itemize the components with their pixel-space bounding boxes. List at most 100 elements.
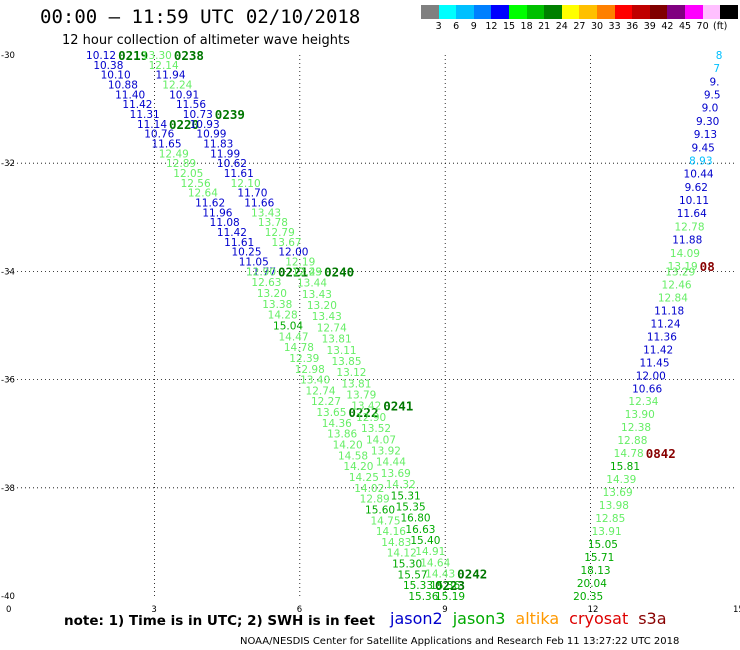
wave-height-value: 14.64 [420,557,450,569]
legend-swatch [508,5,527,19]
satellite-name: jason3 [452,609,506,628]
wave-height-value: 14.83 [381,537,411,549]
wave-height-value: 12.79 [265,227,295,239]
wave-height-value: 10.91 [169,89,199,101]
x-tick-label: 9 [442,605,447,615]
wave-height-value: 14.07 [366,434,396,446]
wave-height-value: 11.42 [122,99,152,111]
wave-height-value: 15.60 [365,504,395,516]
wave-height-value: 12.74 [317,322,347,334]
satellite-name: cryosat [569,609,629,628]
satellite-name: altika [515,609,560,628]
wave-height-value: 9.62 [685,182,708,194]
wave-height-value: 14.75 [370,515,400,527]
legend-swatch [702,5,721,19]
wave-height-value: 8.93 [689,155,712,167]
legend-swatch [667,5,685,19]
wave-height-value: 13.79 [346,390,376,402]
wave-height-value: 13.43 [312,311,342,323]
wave-height-value: 12.85 [595,513,625,525]
wave-height-value: 10.25 [231,247,261,259]
wave-height-value: 14.16 [376,526,406,538]
legend-swatch [526,5,545,19]
wave-height-value: 11.36 [647,331,677,343]
footer-note: note: 1) Time is in UTC; 2) SWH is in fe… [64,613,375,629]
wave-height-value: 15.71 [584,552,614,564]
wave-height-value: 15.33 [403,580,433,592]
wave-height-value: 12.63 [251,277,281,289]
wave-height-value: 12.64 [188,188,218,200]
axis-ticks: -30 -32 -34 -36 -38 -40 0 3 6 9 12 15 [1,51,740,615]
wave-height-value: 11.18 [654,305,684,317]
wave-height-value: 12.34 [628,396,658,408]
legend-swatch [561,5,580,19]
pass-time-label: 0842 [646,446,676,461]
pass-time-label: 0238 [174,48,204,63]
wave-height-value: 11.94 [155,70,185,82]
wave-height-value: 10.62 [217,158,247,170]
wave-height-value: 11.70 [237,188,267,200]
color-scale-legend [421,5,738,19]
satellite-name: jason2 [390,609,443,628]
legend-label: 18 [520,21,533,32]
wave-height-value: 13.44 [297,278,327,290]
wave-height-value: 14.20 [343,461,373,473]
wave-height-value: 13.81 [322,334,352,346]
satellite-legend: jason2 jason3 altika cryosat s3a [390,609,677,628]
wave-height-value: 14.78 [614,448,644,460]
y-tick-label: -40 [1,592,15,602]
legend-label: 3 [435,21,442,32]
wave-height-value: 10.44 [684,169,714,181]
wave-height-value: 14.20 [333,440,363,452]
wave-height-value: 14.91 [415,546,445,558]
wave-height-value: 8 [716,50,723,62]
pass-time-label: 08 [700,259,715,274]
wave-height-value: 14.39 [606,474,636,486]
wave-height-value: 15.36 [430,580,460,592]
wave-height-value: 11.14 [137,119,167,131]
wave-height-value: 13.40 [300,375,330,387]
legend-label: 6 [453,21,460,32]
x-tick-label: 0 [6,605,11,615]
wave-height-value: 15.30 [392,559,422,571]
y-tick-label: -32 [1,159,15,169]
wave-height-value: 13.29 [665,266,695,278]
wave-height-value: 15.31 [391,490,421,502]
wave-height-value: 9. [709,76,719,88]
wave-height-value: 13.92 [371,445,401,457]
wave-height-value: 9.30 [696,116,719,128]
wave-height-value: 12.90 [246,266,276,278]
pass-time-label: 0222 [348,405,378,420]
wave-height-value: 15.35 [396,501,426,513]
wave-height-value: 9.13 [694,129,717,141]
y-tick-label: -36 [1,376,15,386]
wave-height-value: 14.32 [386,479,416,491]
legend-swatch [720,5,738,19]
wave-height-value: 13.69 [603,487,633,499]
pass-time-label: 0223 [435,578,465,593]
wave-height-value: 18.13 [581,565,611,577]
wave-height-value: 14.58 [338,450,368,462]
legend-label: 70 [696,21,709,32]
wave-height-value: 12.89 [166,158,196,170]
wave-height-value: 11.61 [224,237,254,249]
legend-swatch [684,5,703,19]
wave-height-value: 11.45 [639,357,669,369]
wave-height-value: 13.90 [625,409,655,421]
wave-height-value: 12.49 [159,148,189,160]
wave-height-value: 12.27 [311,396,341,408]
legend-label: 9 [470,21,477,32]
wave-height-value: 14.09 [670,248,700,260]
wave-height-value: 14.36 [322,418,352,430]
wave-height-value: 12.46 [662,279,692,291]
wave-height-value: 13.78 [258,217,288,229]
wave-height-value: 12.74 [306,385,336,397]
wave-height-value: 11.61 [224,168,254,180]
pass-time-label: 0221 [278,264,308,279]
wave-height-value: 13.52 [361,423,391,435]
legend-label: 42 [661,21,674,32]
wave-height-value: 9.45 [691,142,714,154]
wave-height-value: 11.99 [210,148,240,160]
legend-swatch [614,5,633,19]
